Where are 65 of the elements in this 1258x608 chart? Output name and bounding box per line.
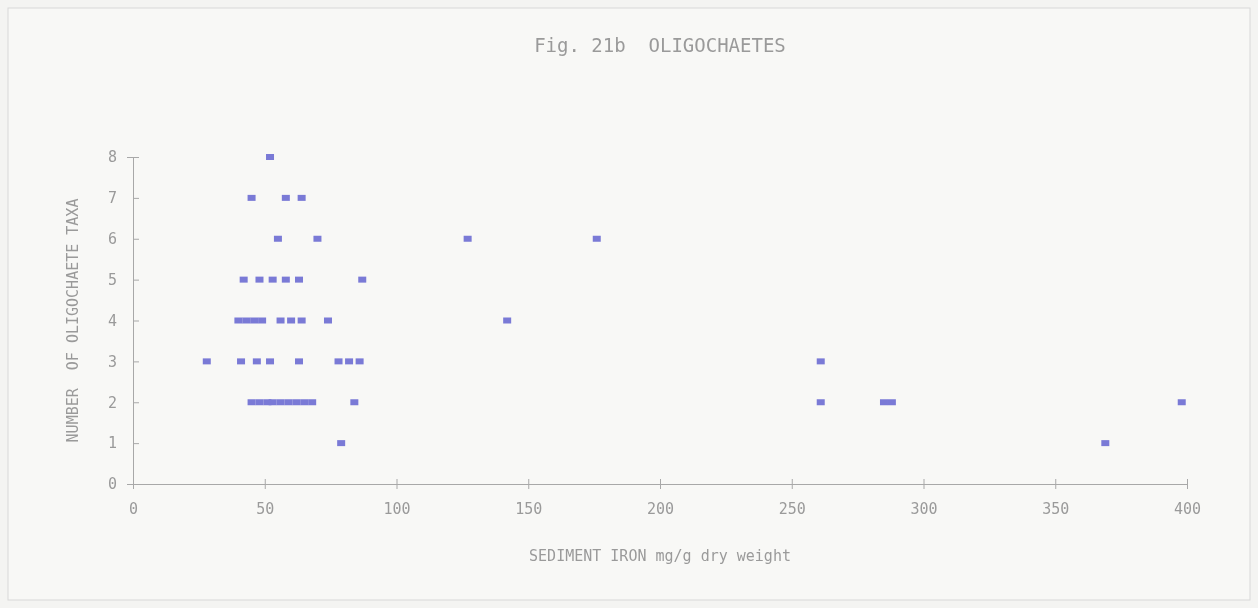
point: [334, 358, 343, 365]
point: [239, 276, 248, 283]
point: [268, 399, 277, 406]
point: [242, 317, 251, 324]
point: [308, 399, 317, 406]
y-tick-label: 1: [107, 434, 117, 453]
point: [252, 358, 261, 365]
x-tick-label: 150: [515, 499, 543, 518]
point: [273, 235, 282, 242]
point: [295, 358, 304, 365]
x-tick-label: 200: [646, 499, 675, 518]
point: [234, 317, 243, 324]
point: [250, 317, 259, 324]
y-tick-label: 4: [107, 311, 117, 330]
chart-title: Fig. 21b OLIGOCHAETES: [534, 34, 786, 56]
x-axis-title: SEDIMENT IRON mg/g dry weight: [529, 547, 791, 565]
point: [237, 358, 246, 365]
point: [313, 235, 322, 242]
x-tick-label: 400: [1173, 499, 1202, 518]
point: [255, 399, 264, 406]
point: [355, 358, 364, 365]
point: [503, 317, 512, 324]
point: [258, 317, 267, 324]
y-tick-label: 2: [107, 393, 117, 412]
point: [1101, 440, 1110, 447]
point: [816, 358, 825, 365]
y-tick-label: 7: [107, 189, 117, 208]
point: [300, 399, 309, 406]
point: [1177, 399, 1186, 406]
point: [337, 440, 346, 447]
y-tick-label: 6: [107, 230, 117, 249]
point: [345, 358, 354, 365]
point: [276, 317, 285, 324]
x-tick-label: 50: [256, 499, 275, 518]
point: [463, 235, 472, 242]
point: [816, 399, 825, 406]
point: [284, 399, 293, 406]
point: [887, 399, 896, 406]
point: [297, 317, 306, 324]
x-tick-label: 350: [1042, 499, 1070, 518]
point: [281, 194, 290, 201]
point: [268, 276, 277, 283]
y-tick-label: 0: [107, 475, 117, 494]
point: [350, 399, 359, 406]
point: [879, 399, 888, 406]
x-tick-label: 0: [128, 499, 139, 518]
y-tick-label: 3: [107, 352, 117, 371]
y-axis-title: NUMBER OF OLIGOCHAETE TAXA: [64, 198, 82, 443]
x-tick-label: 250: [778, 499, 806, 518]
point: [297, 194, 306, 201]
point: [592, 235, 601, 242]
point: [247, 194, 256, 201]
point: [292, 399, 301, 406]
y-tick-label: 5: [107, 270, 117, 289]
point: [266, 358, 275, 365]
point: [255, 276, 264, 283]
point: [287, 317, 296, 324]
point: [281, 276, 290, 283]
point: [358, 276, 367, 283]
x-tick-label: 100: [383, 499, 411, 518]
point: [202, 358, 211, 365]
point: [323, 317, 332, 324]
point: [295, 276, 304, 283]
x-tick-label: 300: [910, 499, 938, 518]
y-tick-label: 8: [107, 148, 117, 167]
